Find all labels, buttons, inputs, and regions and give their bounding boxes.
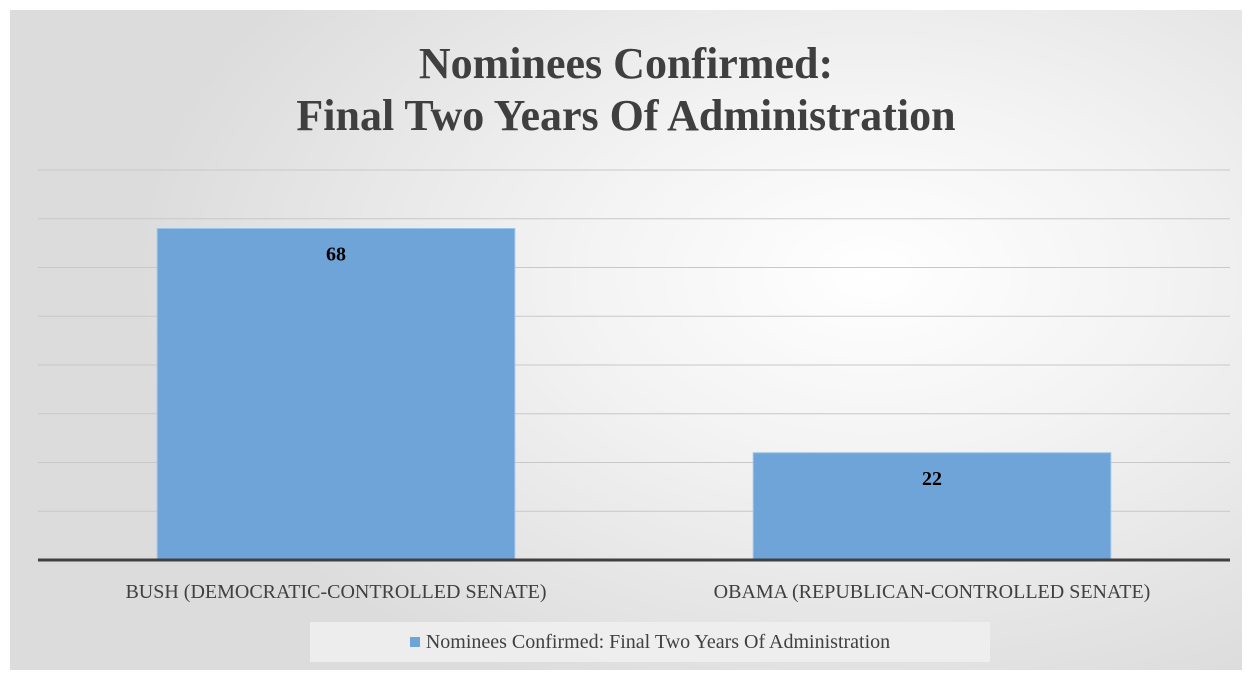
bars <box>156 228 1112 561</box>
data-label-2: 22 <box>922 468 942 490</box>
chart-title: Nominees Confirmed: Final Two Years Of A… <box>10 38 1242 142</box>
legend-swatch <box>409 637 420 647</box>
bar-2 <box>752 452 1112 561</box>
chart-title-line-2: Final Two Years Of Administration <box>296 91 956 140</box>
plot-area: 68 BUSH (DEMOCRATIC-CONTROLLED SENATE) 22 O… <box>38 169 1230 604</box>
chart-title-line-1: Nominees Confirmed: <box>418 39 834 88</box>
legend-label: Nominees Confirmed: Final Two Years Of A… <box>425 630 891 653</box>
category-label-2: OBAMA (REPUBLICAN-CONTROLLED SENATE) <box>714 581 1151 603</box>
bar-1 <box>156 228 516 561</box>
data-label-1: 68 <box>326 244 346 266</box>
labels: 68 BUSH (DEMOCRATIC-CONTROLLED SENATE) 22 O… <box>125 244 1150 604</box>
chart-area: Nominees Confirmed: Final Two Years Of A… <box>10 10 1242 670</box>
category-label-1: BUSH (DEMOCRATIC-CONTROLLED SENATE) <box>125 581 546 603</box>
legend: Nominees Confirmed: Final Two Years Of A… <box>310 622 990 662</box>
